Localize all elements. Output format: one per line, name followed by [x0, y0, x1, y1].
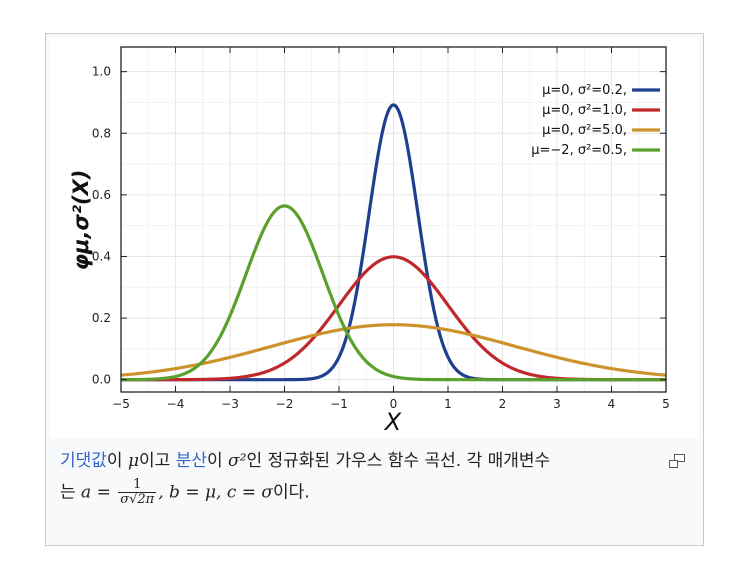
- x-tick-label: 5: [662, 397, 670, 411]
- fraction-denominator: σ√2π: [120, 492, 155, 507]
- math-sigma-squared: σ²: [228, 451, 247, 471]
- y-tick-label: 1.0: [92, 65, 111, 79]
- x-axis-label: X: [383, 408, 402, 436]
- enlarge-icon[interactable]: [669, 453, 685, 468]
- x-tick-label: −4: [167, 397, 185, 411]
- curves: [120, 103, 667, 382]
- y-tick-label: 0.0: [92, 373, 111, 387]
- series-line: [120, 204, 667, 382]
- y-axis-label: φμ,σ²(X): [69, 170, 93, 271]
- series-line: [120, 323, 667, 377]
- link-variance[interactable]: 분산: [175, 451, 207, 471]
- caption-text-3: 이: [207, 451, 229, 471]
- caption-text-4: 인 정규화된 가우스 함수 곡선. 각 매개변수: [246, 451, 551, 471]
- y-tick-label: 0.6: [92, 188, 111, 202]
- x-tick-label: −1: [330, 397, 348, 411]
- normal-distribution-chart: −5 −4 −3 −2 −1 0 1 2 3 4 5 0.0 0.2 0.4 0.6 0.8 1.0 μ=0, …: [69, 46, 670, 436]
- legend-label: μ=0, σ²=1.0,: [542, 103, 627, 118]
- y-tick-label: 0.8: [92, 126, 111, 140]
- caption-text-2: 이고: [139, 451, 176, 471]
- fraction-numerator: 1: [118, 478, 157, 493]
- legend-label: μ=0, σ²=5.0,: [542, 123, 627, 138]
- grid: [120, 47, 667, 392]
- x-tick-label: 1: [444, 397, 452, 411]
- x-tick-label: −3: [221, 397, 239, 411]
- x-tick-label: −2: [276, 397, 294, 411]
- caption-text-1: 이: [106, 451, 128, 471]
- x-tick-label: 2: [499, 397, 507, 411]
- legend-label: μ=−2, σ²=0.5,: [531, 143, 627, 158]
- figure-caption: 기댓값이 μ이고 분산이 σ²인 정규화된 가우스 함수 곡선. 각 매개변수 …: [60, 448, 700, 507]
- math-fraction: 1 σ√2π: [118, 478, 157, 507]
- enlarge-icon-svg: [669, 454, 685, 468]
- math-a-eq: a =: [81, 482, 117, 503]
- legend: μ=0, σ²=0.2, μ=0, σ²=1.0, μ=0, σ²=5.0, μ=−2…: [531, 83, 660, 158]
- math-b-c: , b = μ, c = σ: [158, 482, 273, 503]
- math-mu: μ: [127, 451, 140, 471]
- chart-image[interactable]: −5 −4 −3 −2 −1 0 1 2 3 4 5 0.0 0.2 0.4 0.6 0.8 1.0 μ=0, …: [50, 38, 698, 438]
- legend-label: μ=0, σ²=0.2,: [542, 83, 627, 98]
- caption-text-5: 는: [60, 482, 82, 503]
- ticks: −5 −4 −3 −2 −1 0 1 2 3 4 5 0.0 0.2 0.4 0.6 0.8 1.0: [92, 47, 670, 411]
- x-tick-label: 4: [608, 397, 616, 411]
- caption-text-7: 이다.: [273, 482, 310, 503]
- x-tick-label: 0: [390, 397, 398, 411]
- link-mean[interactable]: 기댓값: [60, 451, 107, 471]
- x-tick-label: 3: [553, 397, 561, 411]
- y-tick-label: 0.4: [92, 249, 111, 263]
- caption-line-2: 는 a = 1 σ√2π, b = μ, c = σ이다.: [60, 478, 700, 507]
- y-tick-label: 0.2: [92, 311, 111, 325]
- x-tick-label: −5: [112, 397, 130, 411]
